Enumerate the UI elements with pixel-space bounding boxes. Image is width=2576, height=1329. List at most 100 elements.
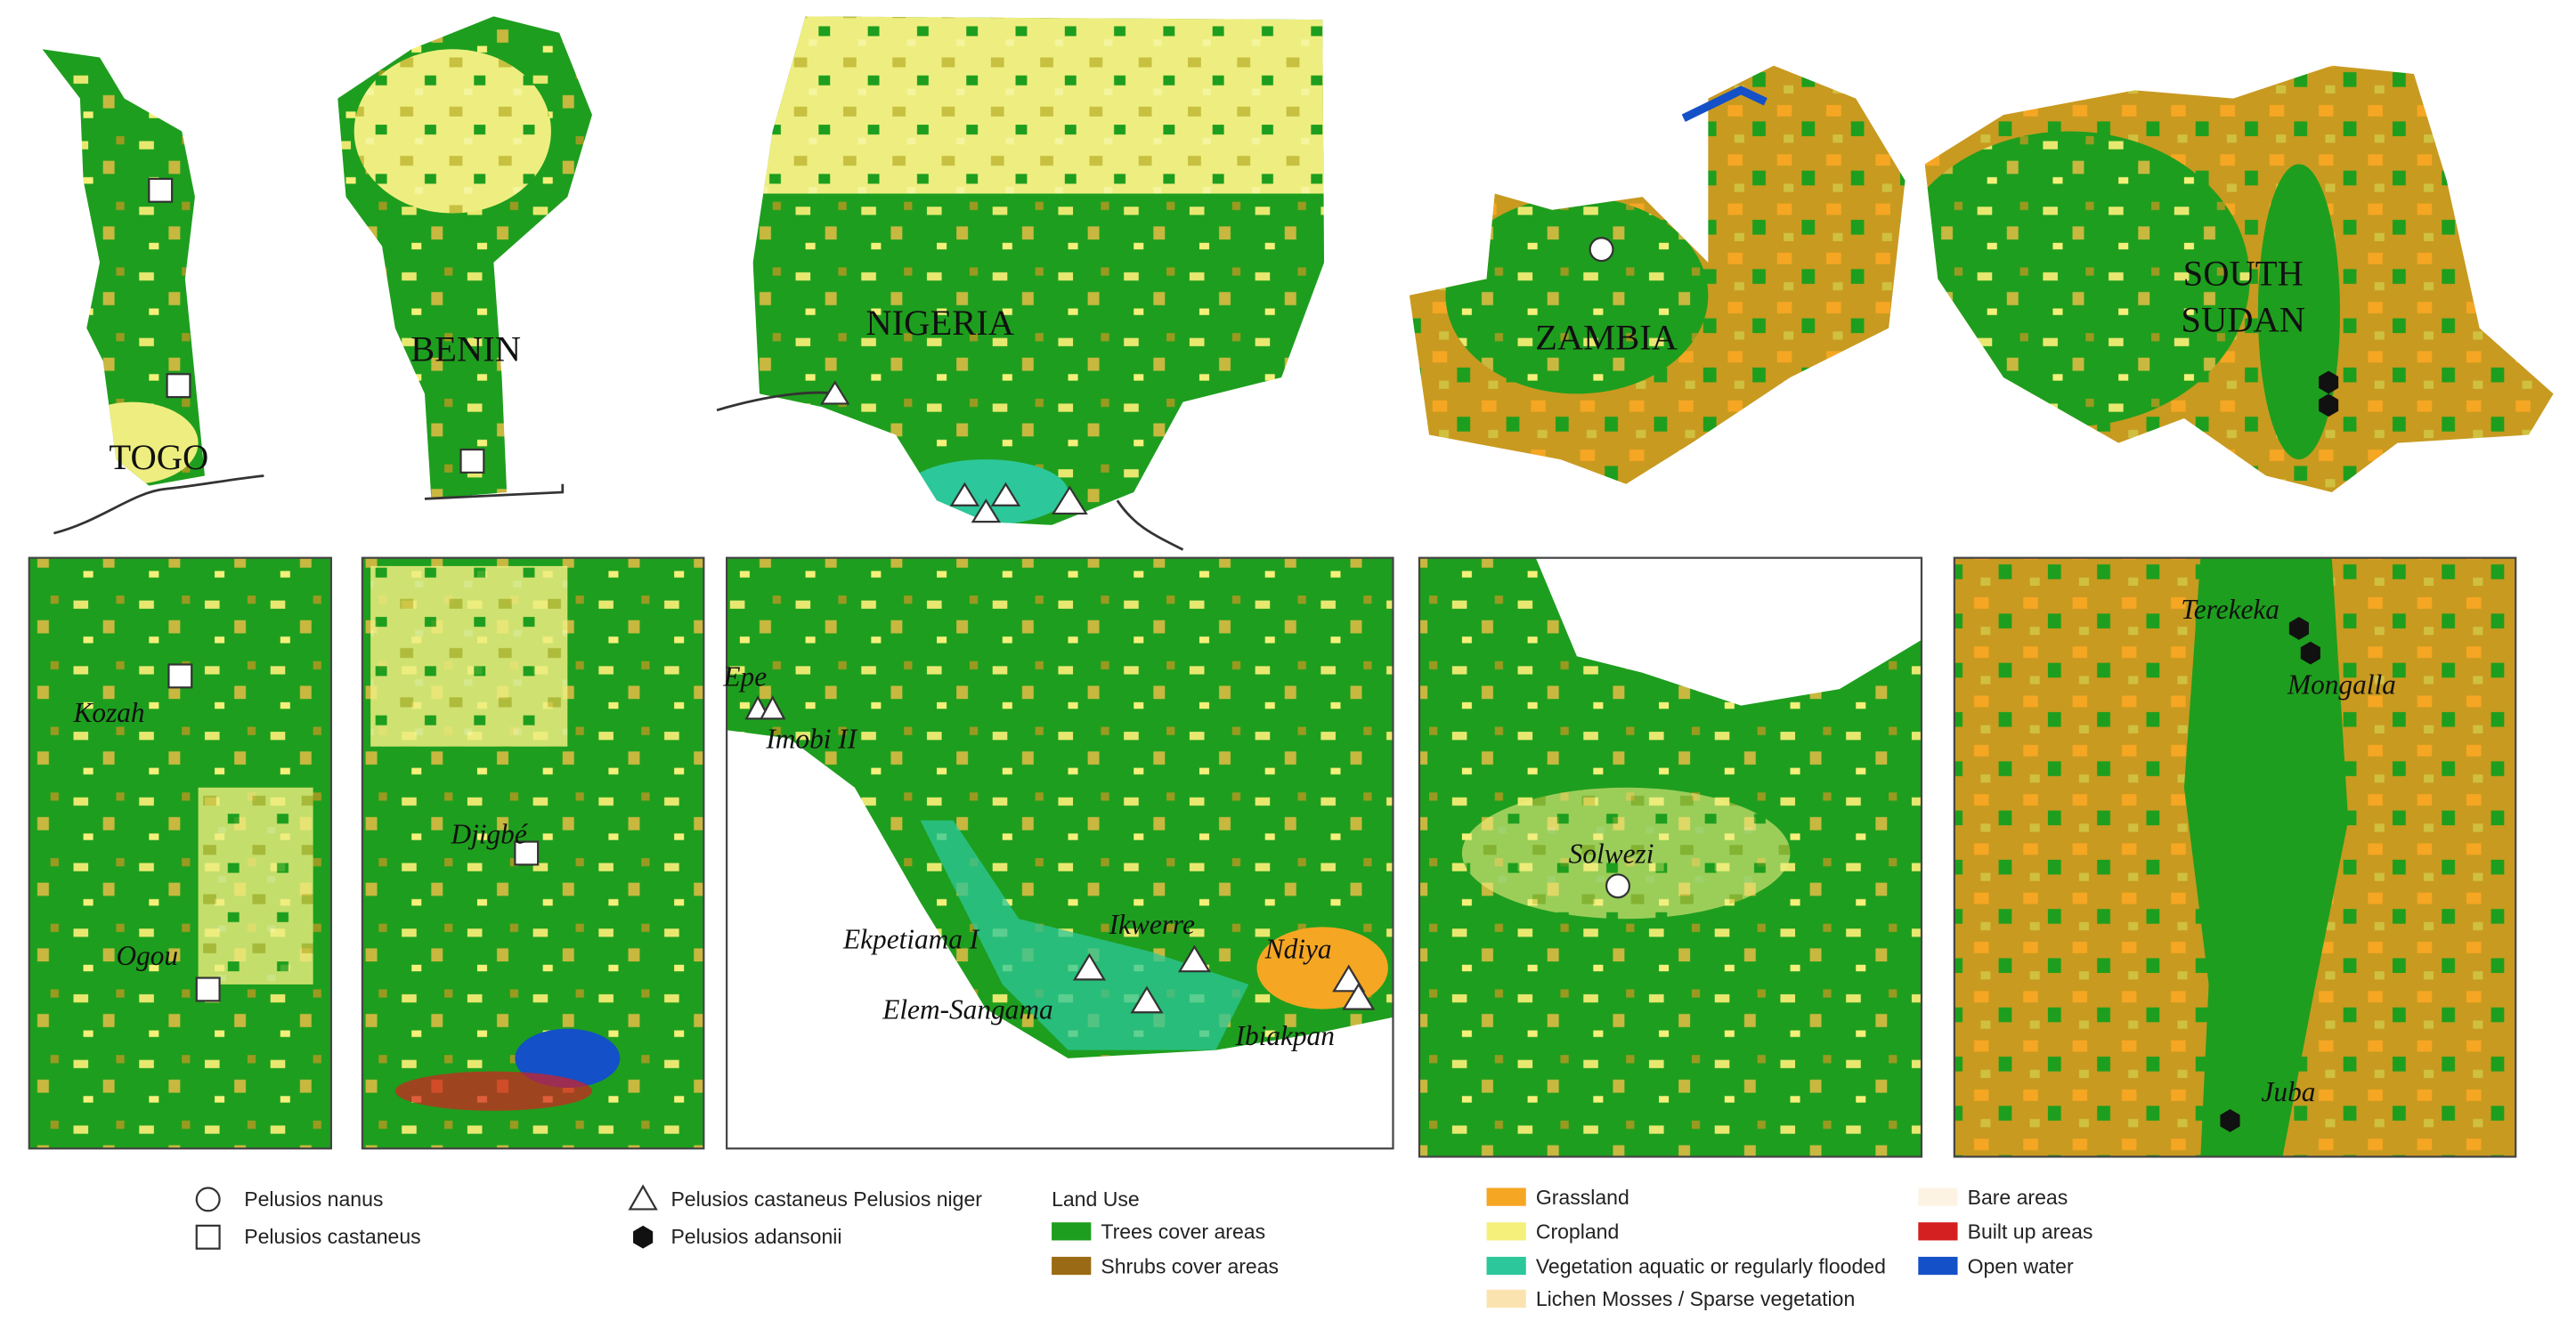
country-label: SUDAN — [2181, 299, 2305, 339]
legend-label: Pelusios nanus — [244, 1187, 383, 1211]
inset-frame — [361, 556, 705, 1150]
legend-swatch — [1486, 1289, 1526, 1309]
place-label: Kozah — [73, 697, 145, 728]
legend-label: Pelusios adansonii — [670, 1225, 841, 1248]
legend-label: Shrubs cover areas — [1101, 1254, 1279, 1277]
legend-label: Grassland — [1536, 1186, 1629, 1209]
legend-swatch — [1918, 1222, 1958, 1241]
land-cover — [353, 49, 551, 214]
legend-label: Lichen Mosses / Sparse vegetation — [1536, 1287, 1855, 1310]
marker-castaneus-niger — [990, 482, 1021, 506]
place-label: Ikwerre — [1109, 909, 1195, 940]
legend-swatch — [1918, 1256, 1958, 1276]
coastline — [424, 483, 565, 500]
place-label: Imobi II — [765, 724, 857, 755]
legend: Pelusios nanus Pelusios castaneus Pelusi… — [195, 1184, 2092, 1310]
south-sudan-inset: Terekeka Mongalla Juba — [1953, 556, 2517, 1158]
place-label: Elem-Sangama — [882, 994, 1052, 1025]
lagoon — [515, 1028, 621, 1089]
place-label: Ogou — [116, 940, 178, 971]
built-area — [394, 1071, 592, 1111]
country-label: SOUTH — [2183, 254, 2304, 294]
marker-castaneus-niger — [949, 482, 980, 506]
zambia-map: ZAMBIA — [1409, 65, 1906, 484]
marker-adansonii — [2288, 617, 2309, 640]
marker-castaneus-niger — [971, 498, 1002, 523]
marker-castaneus-niger — [759, 695, 786, 720]
south-sudan-map: SOUTH SUDAN — [1924, 65, 2554, 492]
place-label: Ekpetiama I — [842, 923, 980, 954]
legend-symbol — [195, 1187, 221, 1212]
marker-castaneus — [167, 663, 193, 689]
land-cover — [727, 557, 1394, 1058]
nigeria-inset: Epe Imobi II Ekpetiama I Ikwerre Ndiya E… — [722, 556, 1394, 1150]
legend-label: Open water — [1968, 1254, 2074, 1277]
lake — [1681, 85, 1767, 122]
place-label: Juba — [2262, 1076, 2316, 1107]
marker-adansonii — [2220, 1109, 2240, 1132]
legend-swatch — [1918, 1187, 1958, 1206]
place-label: Solwezi — [1569, 839, 1654, 870]
marker-nanus — [1589, 237, 1614, 263]
place-label: Djigbé — [450, 818, 528, 849]
marker-castaneus-niger — [1177, 944, 1211, 973]
legend-swatch — [1486, 1222, 1526, 1241]
legend-title: Land Use — [1052, 1187, 1140, 1211]
land-cover — [1461, 787, 1791, 920]
land-cover — [920, 820, 1249, 1050]
country-label: NIGERIA — [865, 303, 1014, 343]
legend-swatch — [1052, 1256, 1092, 1276]
marker-adansonii — [2300, 641, 2320, 665]
place-label: Ndiya — [1264, 933, 1332, 964]
country-label: TOGO — [109, 437, 208, 477]
inset-background — [1535, 557, 1922, 706]
benin-inset: Djigbé — [361, 556, 705, 1150]
legend-label: Pelusios castaneus Pelusios niger — [670, 1187, 982, 1211]
land-cover — [198, 787, 313, 985]
country-label: ZAMBIA — [1535, 318, 1678, 358]
legend-label: Cropland — [1536, 1220, 1619, 1244]
marker-castaneus-niger — [1072, 952, 1107, 981]
legend-symbol — [195, 1224, 221, 1250]
legend-label: Trees cover areas — [1101, 1220, 1265, 1244]
marker-castaneus-niger — [1051, 485, 1088, 515]
marker-castaneus-niger — [1332, 964, 1366, 993]
land-cover — [2183, 557, 2349, 1157]
marker-castaneus — [148, 177, 174, 203]
legend-symbol — [633, 1225, 654, 1249]
marker-adansonii — [2319, 393, 2339, 417]
legend-swatch — [1052, 1222, 1092, 1241]
land-cover — [1445, 197, 1709, 394]
place-label: Epe — [722, 660, 767, 692]
legend-label: Bare areas — [1968, 1186, 2068, 1209]
inset-frame — [726, 556, 1394, 1150]
nigeria-map: NIGERIA — [716, 16, 1325, 551]
legend-swatch — [1486, 1187, 1526, 1206]
country-label: BENIN — [410, 329, 521, 369]
legend-label: Vegetation aquatic or regularly flooded — [1536, 1254, 1886, 1277]
inset-frame — [1953, 556, 2517, 1158]
togo-inset: Kozah Ogou — [28, 556, 333, 1150]
legend-swatch — [1486, 1256, 1526, 1276]
marker-castaneus-niger — [820, 380, 850, 405]
land-cover — [370, 565, 568, 747]
legend-label: Pelusios castaneus — [244, 1225, 420, 1248]
land-use-legend: Trees cover areas Shrubs cover areas Grass… — [1052, 1186, 2092, 1310]
marker-castaneus — [166, 373, 191, 399]
place-label: Terekeka — [2181, 594, 2279, 625]
marker-nanus — [1605, 873, 1630, 899]
benin-map: BENIN — [337, 16, 592, 500]
land-cover — [752, 16, 1325, 194]
coastline — [53, 474, 264, 535]
marker-castaneus — [195, 976, 221, 1002]
marker-castaneus — [459, 448, 485, 474]
zambia-inset: Solwezi — [1418, 556, 1923, 1158]
legend-label: Built up areas — [1968, 1220, 2093, 1244]
place-label: Mongalla — [2287, 669, 2396, 701]
marker-adansonii — [2319, 370, 2339, 394]
inset-frame — [1418, 556, 1923, 1158]
legend-symbol — [628, 1184, 658, 1211]
togo-map: TOGO — [42, 49, 264, 535]
inset-frame — [28, 556, 333, 1150]
